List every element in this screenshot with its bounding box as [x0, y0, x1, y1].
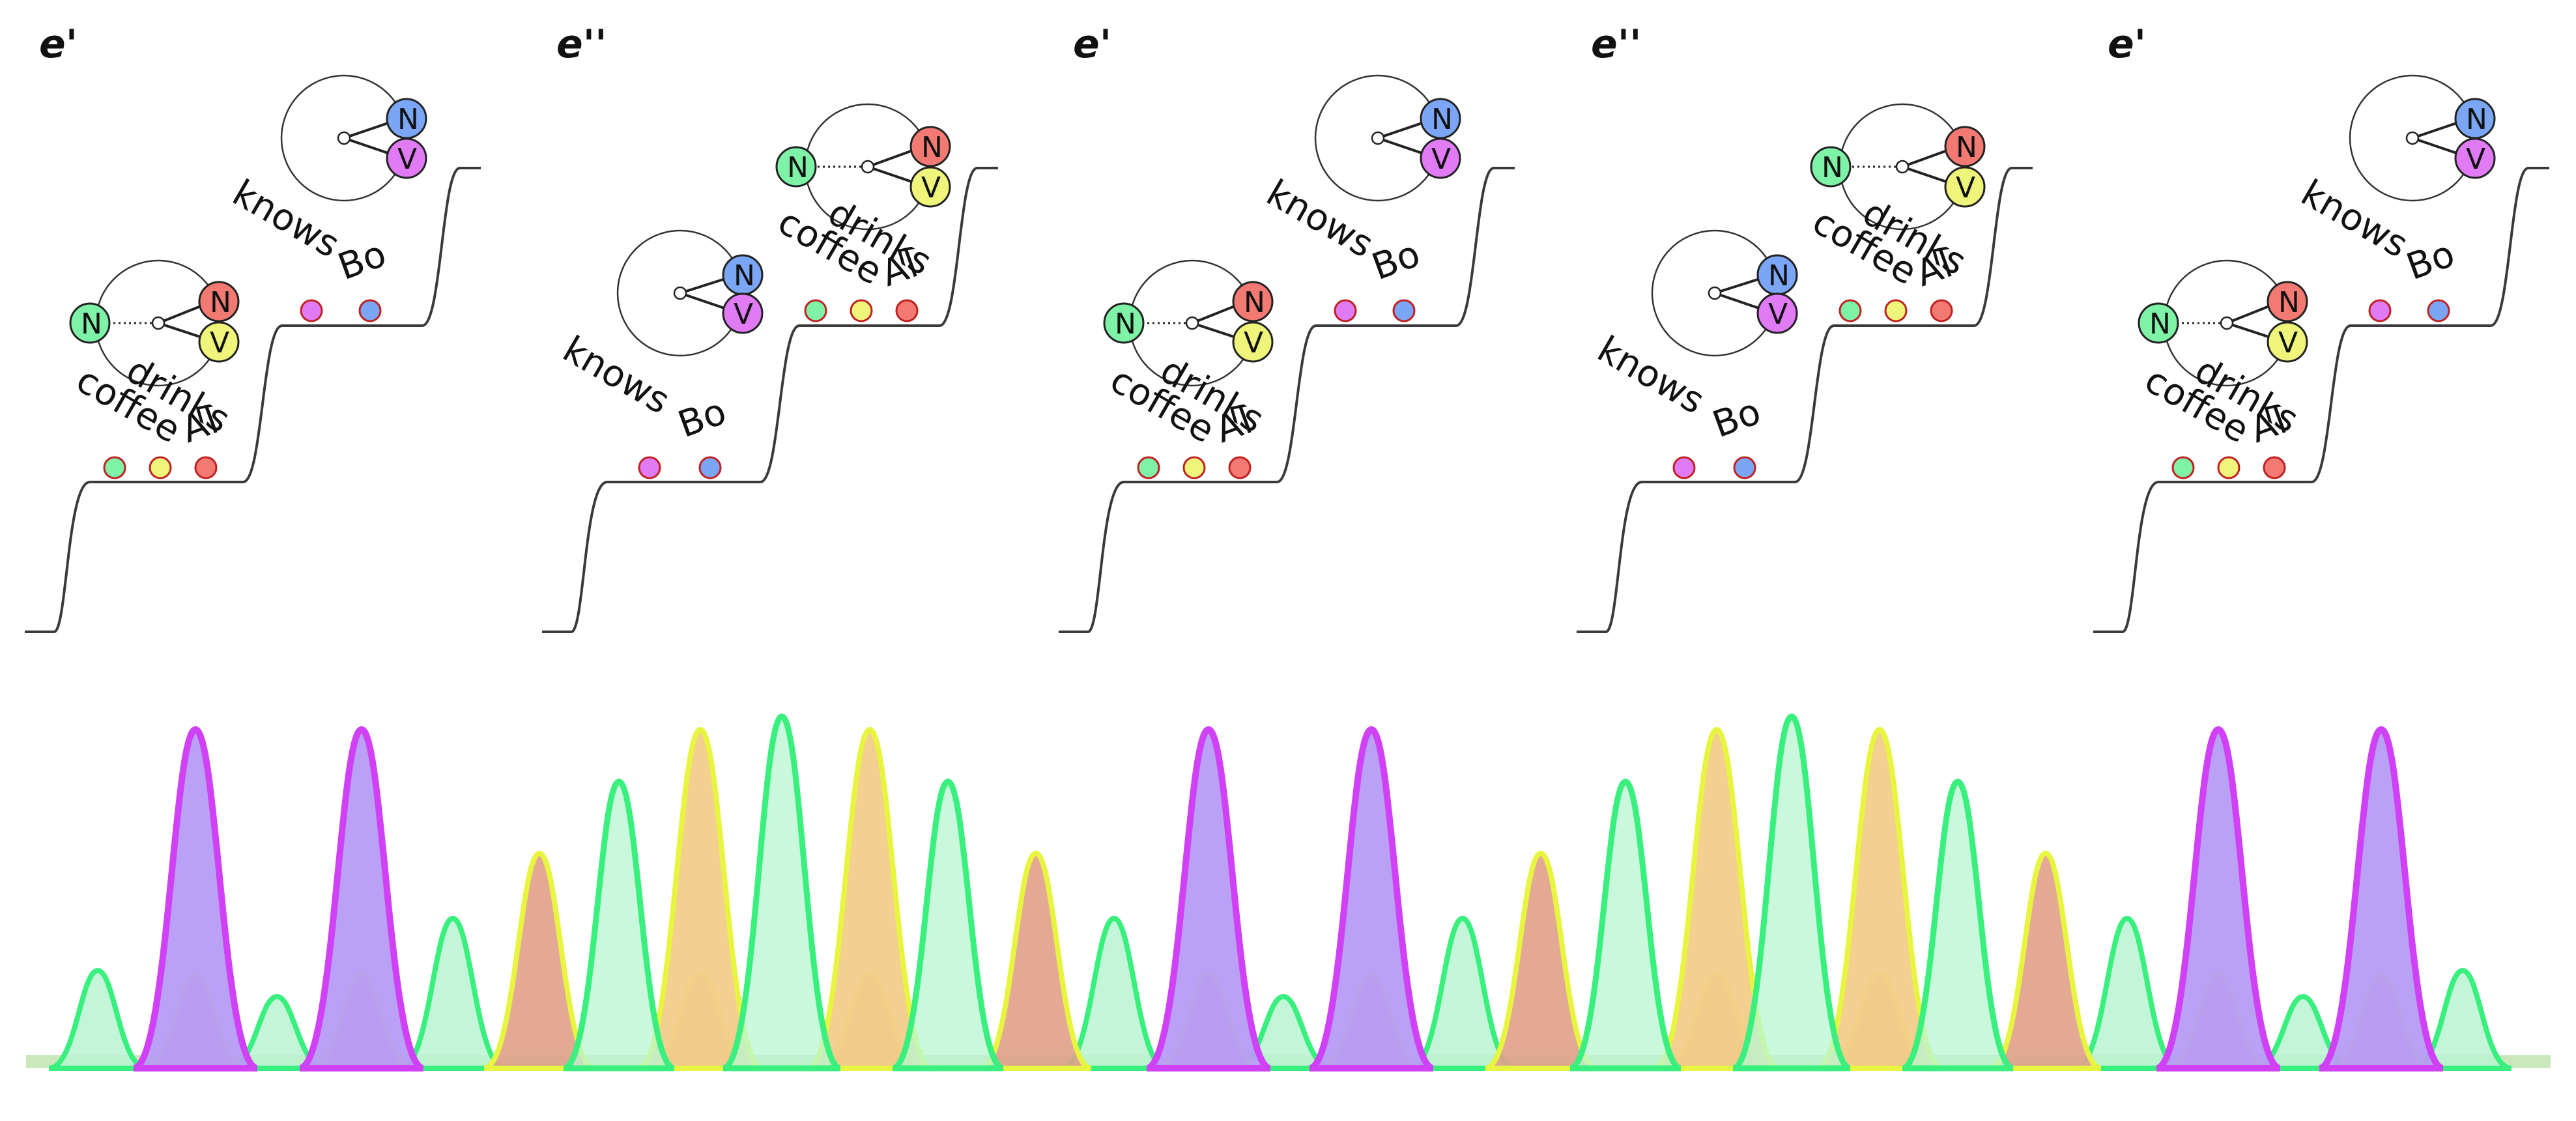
word-bo: Bo — [1367, 233, 1426, 289]
wave-hump — [483, 850, 596, 1071]
wave-hump — [1989, 850, 2102, 1071]
panel-label: e'' — [556, 21, 607, 67]
node-letter-n: N — [2149, 307, 2171, 341]
wave-hump — [2074, 915, 2181, 1071]
node-letter-n: N — [734, 259, 755, 292]
node-letter-n: N — [2466, 103, 2487, 136]
node-letter-n: N — [397, 103, 419, 136]
node-letter-v: V — [2278, 326, 2298, 360]
wave-hump — [1145, 726, 1272, 1071]
wave-hump — [979, 850, 1093, 1071]
node-letter-v: V — [734, 298, 753, 331]
node-letter-v: V — [1768, 298, 1788, 331]
node-letter-n: N — [921, 131, 943, 164]
wave-hump — [1901, 778, 2014, 1071]
wave-hump — [891, 778, 1005, 1071]
word-knows: knows — [1590, 328, 1711, 423]
panel-label: e' — [1073, 21, 1111, 67]
node-letter-v: V — [1431, 143, 1451, 176]
wave-hump — [2155, 726, 2282, 1071]
node-letter-n: N — [1956, 131, 1977, 164]
node-letter-n: N — [2278, 286, 2300, 319]
word-bo: Bo — [2401, 233, 2461, 289]
panel-label: e' — [39, 21, 78, 67]
panel-label: e' — [2108, 21, 2146, 67]
wave-hump — [132, 726, 259, 1071]
wave-hump — [1061, 915, 1167, 1071]
node-letter-n: N — [787, 151, 809, 184]
wave-hump — [637, 726, 764, 1071]
node-letter-v: V — [1244, 326, 1263, 360]
wave-hump — [298, 726, 425, 1071]
panel-label: e'' — [1591, 21, 1641, 67]
node-letter-v: V — [921, 171, 941, 205]
wave-hump — [48, 967, 147, 1071]
word-knows: knows — [1259, 172, 1381, 266]
wave-hump — [1409, 915, 1516, 1071]
wave-hump — [1569, 778, 1682, 1071]
node-letter-v: V — [210, 326, 229, 360]
word-knows: knows — [225, 172, 347, 266]
node-letter-n: N — [1244, 286, 1265, 319]
word-knows: knows — [2294, 172, 2415, 266]
wave-hump — [807, 726, 933, 1071]
wave-hump — [2318, 726, 2444, 1071]
node-letter-n: N — [81, 307, 102, 341]
wave-hump — [722, 713, 842, 1071]
node-letter-n: N — [1431, 103, 1453, 136]
wave-hump — [1308, 726, 1435, 1071]
wave-hump — [1484, 850, 1597, 1071]
wave-hump — [1732, 713, 1852, 1071]
node-letter-v: V — [397, 143, 417, 176]
wave-hump — [1816, 726, 1943, 1071]
node-letter-v: V — [2466, 143, 2485, 176]
word-bo: Bo — [1708, 390, 1767, 446]
word-bo: Bo — [673, 390, 732, 446]
node-letter-n: N — [1115, 307, 1136, 341]
wave-plot — [26, 713, 2551, 1071]
wave-hump — [562, 778, 676, 1071]
node-letter-n: N — [1768, 259, 1790, 292]
node-letter-n: N — [210, 286, 231, 319]
wave-hump — [2413, 967, 2512, 1071]
word-knows: knows — [556, 328, 677, 423]
node-letter-v: V — [1956, 171, 1975, 205]
wave-hump — [399, 915, 506, 1071]
node-letter-n: N — [1822, 151, 1843, 184]
word-bo: Bo — [333, 233, 392, 289]
